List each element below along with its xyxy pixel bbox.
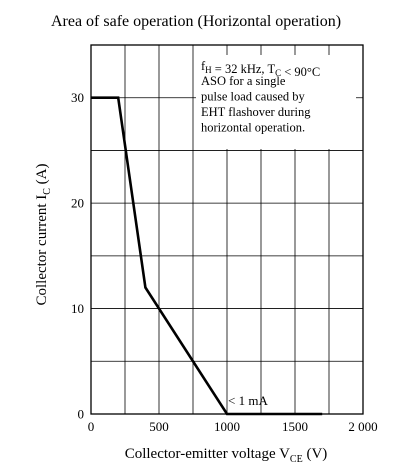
- condition-fragment: C: [275, 68, 281, 78]
- condition-fragment: = 32 kHz, T: [212, 62, 276, 76]
- axis-label-unit: (V): [303, 446, 328, 462]
- x-axis-label: Collector-emitter voltage VCE (V): [125, 446, 328, 465]
- condition-line: EHT flashover during: [201, 105, 311, 119]
- axis-ticks: 0 500 1000 1500 2 000 0 10 20 30: [71, 90, 378, 434]
- x-tick-label: 1000: [214, 419, 240, 434]
- axis-label-main: Collector-emitter voltage V: [125, 446, 290, 462]
- condition-box: [196, 55, 356, 149]
- leakage-label: < 1 mA: [228, 393, 268, 408]
- condition-line: horizontal operation.: [201, 121, 305, 135]
- axis-labels: Collector-emitter voltage VCE (V)Collect…: [34, 163, 327, 465]
- axis-label-unit: (A): [34, 163, 50, 188]
- x-tick-label: 0: [88, 419, 95, 434]
- condition-fragment: < 90°C: [281, 65, 320, 79]
- condition-line: pulse load caused by: [201, 90, 306, 104]
- y-tick-label: 20: [71, 196, 84, 211]
- soa-curve: [91, 96, 323, 416]
- x-tick-label: 1500: [282, 419, 308, 434]
- axis-label-sub: C: [42, 188, 53, 195]
- condition-fragment: H: [205, 65, 212, 75]
- y-tick-label: 30: [71, 90, 84, 105]
- condition-line: fH = 32 kHz, TC < 90°C: [201, 59, 320, 79]
- condition-fragment: f: [201, 59, 206, 73]
- y-tick-label: 10: [71, 301, 84, 316]
- condition-line: ASO for a single: [201, 74, 286, 88]
- y-tick-label: 0: [78, 407, 85, 422]
- y-axis-label: Collector current IC (A): [34, 163, 53, 305]
- axis-label-main: Collector current I: [34, 195, 50, 306]
- axis-label-sub: CE: [290, 454, 303, 465]
- series: [91, 96, 323, 416]
- x-tick-label: 500: [149, 419, 169, 434]
- chart-title: Area of safe operation (Horizontal opera…: [51, 13, 341, 30]
- x-tick-label: 2 000: [348, 419, 377, 434]
